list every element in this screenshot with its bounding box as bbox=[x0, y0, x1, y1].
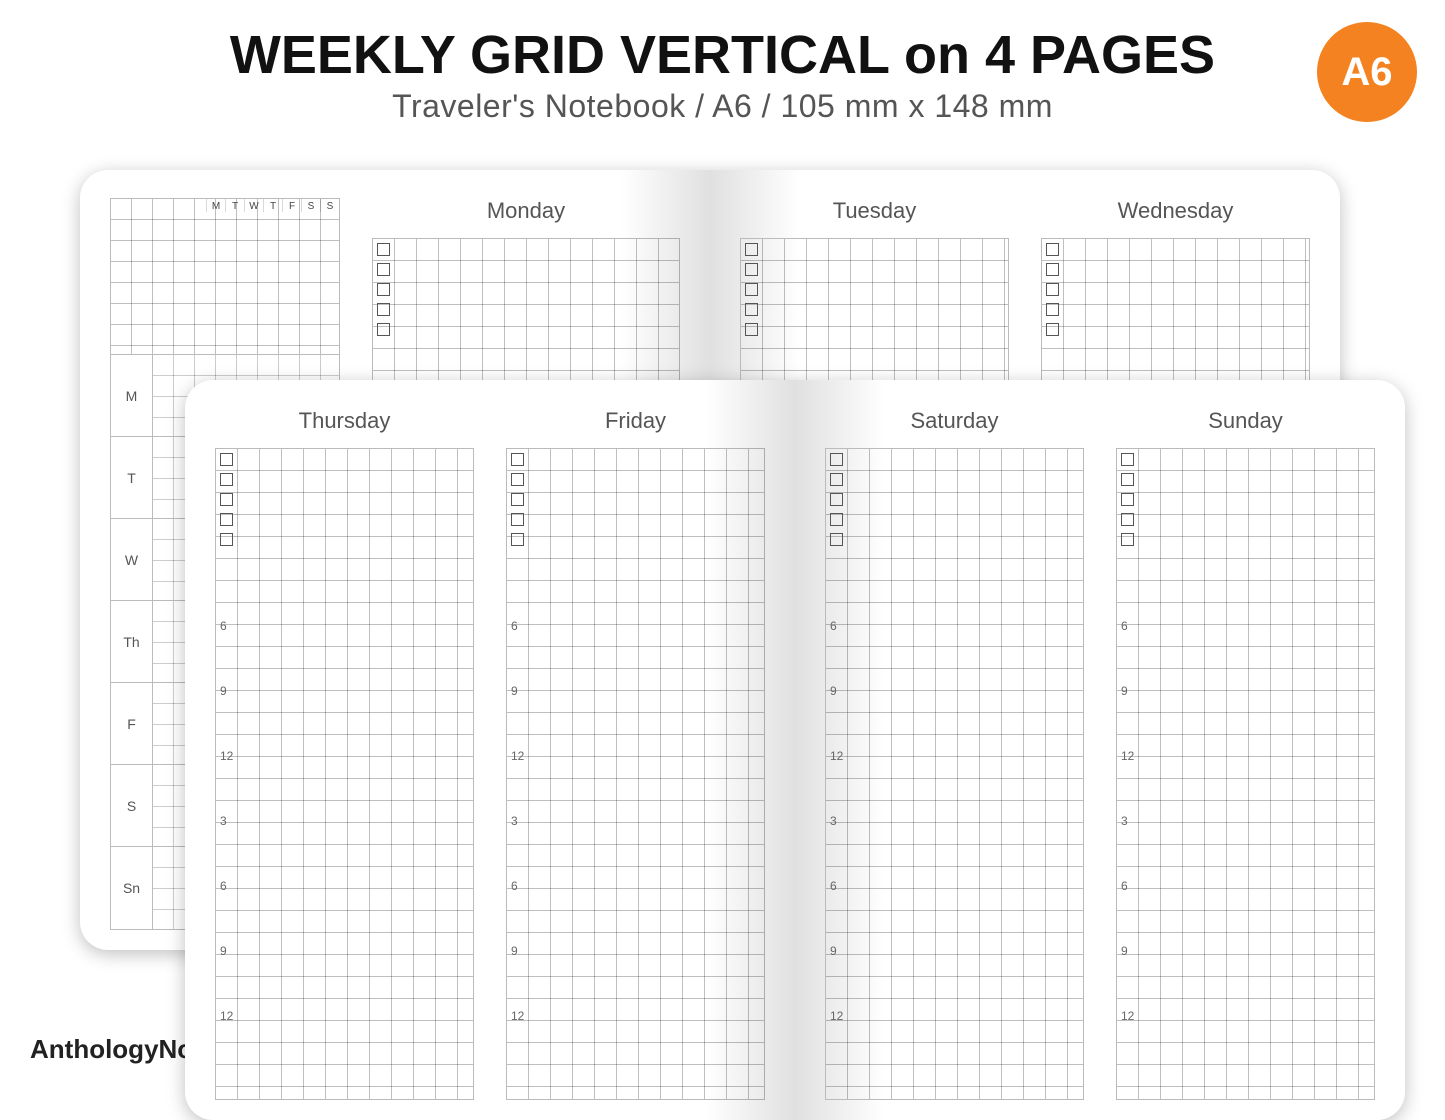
day-hour-labels: 6 9 12 3 6 9 12 bbox=[511, 619, 524, 1023]
day-hour-labels: 6 9 12 3 6 9 12 bbox=[220, 619, 233, 1023]
hour-label: 12 bbox=[1121, 749, 1134, 763]
hour-label: 6 bbox=[220, 879, 233, 893]
day-label: Saturday bbox=[910, 408, 998, 434]
weekhdr-cell: M bbox=[206, 199, 225, 212]
day-checkboxes bbox=[1046, 243, 1059, 336]
hour-label: 9 bbox=[1121, 684, 1134, 698]
day-checkboxes bbox=[511, 453, 524, 546]
hour-label: 6 bbox=[511, 619, 524, 633]
spread-front: Thursday 6 9 12 3 6 9 12 Friday 6 bbox=[185, 380, 1405, 1120]
day-column-saturday: Saturday 6 9 12 3 6 9 12 bbox=[825, 408, 1084, 1100]
hour-label: 12 bbox=[511, 749, 524, 763]
weekhdr-cell: S bbox=[320, 199, 339, 212]
hour-label: 12 bbox=[830, 1009, 843, 1023]
hour-label: 6 bbox=[511, 879, 524, 893]
day-checkboxes bbox=[745, 243, 758, 336]
overview-row-label: Th bbox=[111, 601, 153, 682]
day-checkboxes bbox=[830, 453, 843, 546]
overview-row-label: M bbox=[111, 355, 153, 436]
hour-label: 9 bbox=[220, 684, 233, 698]
hour-label: 9 bbox=[220, 944, 233, 958]
hour-label: 3 bbox=[511, 814, 524, 828]
hour-label: 12 bbox=[1121, 1009, 1134, 1023]
day-column-thursday: Thursday 6 9 12 3 6 9 12 bbox=[215, 408, 474, 1100]
hour-label: 9 bbox=[830, 684, 843, 698]
day-label: Friday bbox=[605, 408, 666, 434]
hour-label: 9 bbox=[511, 684, 524, 698]
size-badge: A6 bbox=[1317, 22, 1417, 122]
overview-row-label: W bbox=[111, 519, 153, 600]
weekhdr-cell: S bbox=[301, 199, 320, 212]
day-column-friday: Friday 6 9 12 3 6 9 12 bbox=[506, 408, 765, 1100]
overview-row-label: S bbox=[111, 765, 153, 846]
page-subtitle: Traveler's Notebook / A6 / 105 mm x 148 … bbox=[0, 88, 1445, 125]
page-title: WEEKLY GRID VERTICAL on 4 PAGES bbox=[0, 24, 1445, 86]
day-label: Wednesday bbox=[1118, 198, 1234, 224]
day-checkboxes bbox=[377, 243, 390, 336]
hour-label: 3 bbox=[1121, 814, 1134, 828]
hour-label: 6 bbox=[1121, 879, 1134, 893]
day-label: Monday bbox=[487, 198, 565, 224]
weekhdr-cell: T bbox=[225, 199, 244, 212]
day-grid: 6 9 12 3 6 9 12 bbox=[506, 448, 765, 1100]
weekhdr-cell: F bbox=[282, 199, 301, 212]
hour-label: 6 bbox=[220, 619, 233, 633]
front-page-right: Saturday 6 9 12 3 6 9 12 Sunday 6 bbox=[795, 380, 1405, 1120]
day-column-sunday: Sunday 6 9 12 3 6 9 12 bbox=[1116, 408, 1375, 1100]
day-checkboxes bbox=[1121, 453, 1134, 546]
hour-label: 3 bbox=[220, 814, 233, 828]
overview-row-label: F bbox=[111, 683, 153, 764]
overview-row-label: Sn bbox=[111, 847, 153, 929]
day-hour-labels: 6 9 12 3 6 9 12 bbox=[830, 619, 843, 1023]
day-label: Thursday bbox=[299, 408, 391, 434]
overview-tracker: M T W T F S S bbox=[110, 198, 340, 355]
hour-label: 3 bbox=[830, 814, 843, 828]
day-grid: 6 9 12 3 6 9 12 bbox=[215, 448, 474, 1100]
hour-label: 6 bbox=[830, 619, 843, 633]
day-grid: 6 9 12 3 6 9 12 bbox=[1116, 448, 1375, 1100]
overview-row-label: T bbox=[111, 437, 153, 518]
hour-label: 12 bbox=[511, 1009, 524, 1023]
day-grid: 6 9 12 3 6 9 12 bbox=[825, 448, 1084, 1100]
hour-label: 6 bbox=[830, 879, 843, 893]
overview-week-header: M T W T F S S bbox=[206, 199, 339, 212]
front-page-left: Thursday 6 9 12 3 6 9 12 Friday 6 bbox=[185, 380, 795, 1120]
hour-label: 6 bbox=[1121, 619, 1134, 633]
day-hour-labels: 6 9 12 3 6 9 12 bbox=[1121, 619, 1134, 1023]
day-checkboxes bbox=[220, 453, 233, 546]
weekhdr-cell: T bbox=[263, 199, 282, 212]
hour-label: 9 bbox=[830, 944, 843, 958]
hour-label: 9 bbox=[511, 944, 524, 958]
hour-label: 12 bbox=[220, 1009, 233, 1023]
hour-label: 9 bbox=[1121, 944, 1134, 958]
hour-label: 12 bbox=[220, 749, 233, 763]
weekhdr-cell: W bbox=[244, 199, 263, 212]
day-label: Tuesday bbox=[833, 198, 917, 224]
hour-label: 12 bbox=[830, 749, 843, 763]
day-label: Sunday bbox=[1208, 408, 1283, 434]
